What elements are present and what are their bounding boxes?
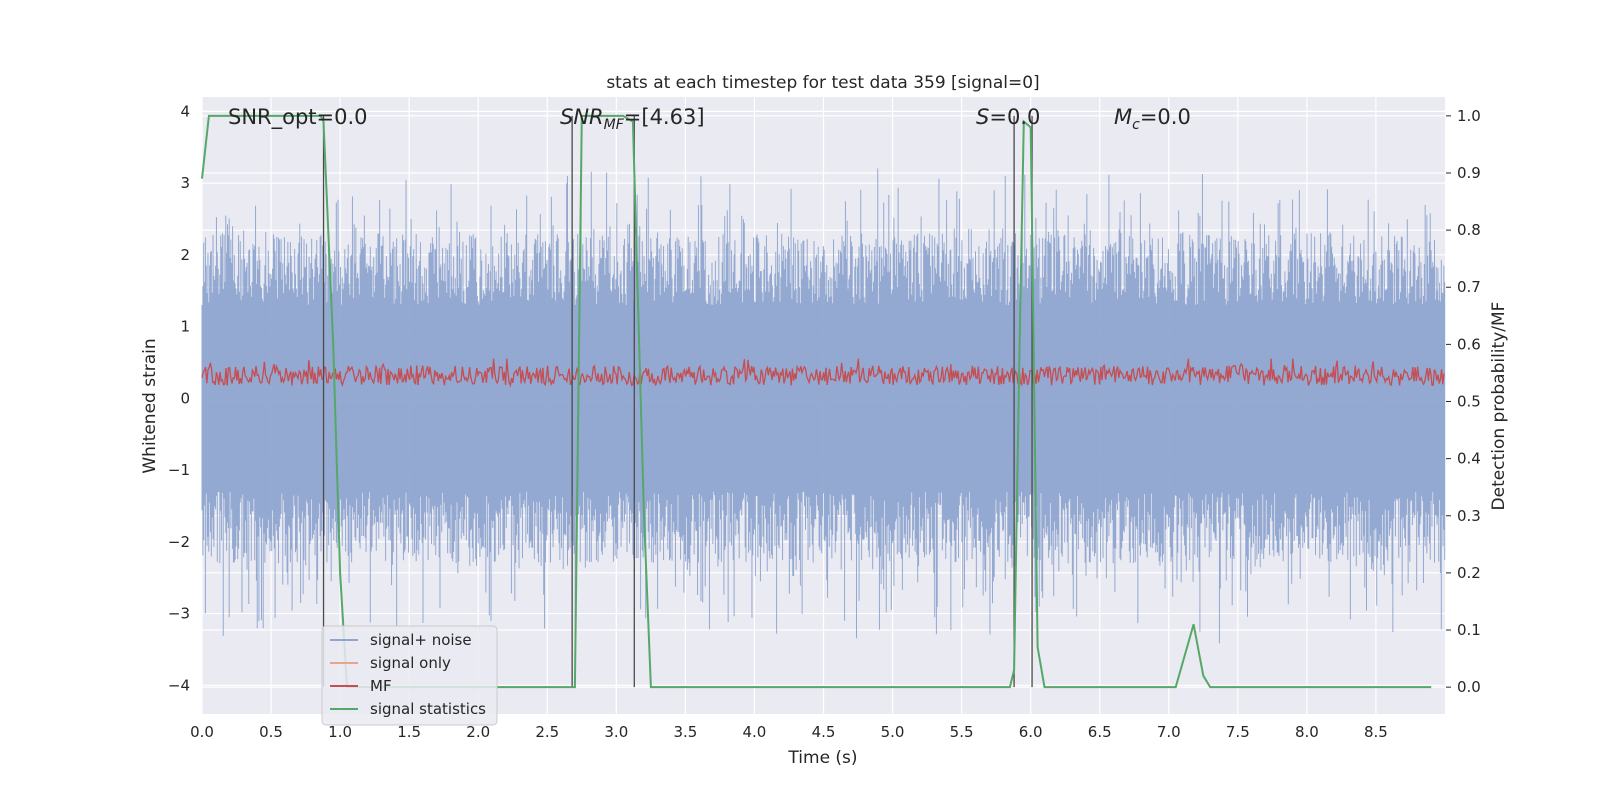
- signal-noise-trace: [201, 168, 1446, 644]
- x-tick-label-9: 4.5: [812, 723, 836, 741]
- series-signal-statistics: [201, 114, 1432, 689]
- y-right-tick-label-1: 0.1: [1457, 621, 1481, 639]
- annotation-mc-main: M: [1114, 105, 1132, 129]
- annotation-snr-mf-value: =[4.63]: [624, 105, 705, 129]
- x-tick-label-7: 3.5: [673, 723, 697, 741]
- y-right-tick-label-8: 0.8: [1457, 221, 1481, 239]
- y-right-tick-label-7: 0.7: [1457, 278, 1481, 296]
- y-right-tick-label-10: 1.0: [1457, 107, 1481, 125]
- y-left-tick-label-6: 2: [180, 246, 190, 264]
- y-right-tick-label-0: 0.0: [1457, 678, 1481, 696]
- series-mf: [201, 358, 1445, 388]
- annotation-snr-opt: SNR_opt=0.0: [228, 105, 368, 130]
- annotation-mc: Mc=0.0: [1114, 105, 1191, 133]
- y-right-tick-label-6: 0.6: [1457, 335, 1481, 353]
- x-tick-label-17: 8.5: [1364, 723, 1388, 741]
- y-left-tick-label-0: −4: [168, 676, 190, 694]
- y-left-tick-label-1: −3: [168, 605, 190, 623]
- y-left-tick-label-2: −2: [168, 533, 190, 551]
- annotation-snr-mf-sub: MF: [604, 117, 625, 133]
- chart-title: stats at each timestep for test data 359…: [606, 73, 1039, 93]
- legend-label-signal-noise: signal+ noise: [370, 631, 472, 649]
- x-tick-label-5: 2.5: [535, 723, 559, 741]
- annotation-snr-mf: SNRMF=[4.63]: [560, 105, 705, 133]
- mf-trace: [201, 358, 1445, 388]
- y-axis-label-left: Whitened strain: [140, 338, 160, 473]
- x-tick-label-11: 5.5: [950, 723, 974, 741]
- x-tick-label-14: 7.0: [1157, 723, 1181, 741]
- legend: signal+ noise signal only MF signal stat…: [321, 625, 498, 726]
- x-tick-label-4: 2.0: [466, 723, 490, 741]
- y-axis-label-right: Detection probability/MF: [1489, 302, 1509, 511]
- y-right-tick-label-5: 0.5: [1457, 393, 1481, 411]
- legend-frame: [321, 625, 498, 726]
- y-left-tick-labels: −4 −3 −2 −1 0 1 2 3 4: [168, 102, 190, 694]
- x-tick-label-16: 8.0: [1295, 723, 1319, 741]
- x-tick-label-12: 6.0: [1019, 723, 1043, 741]
- y-right-tick-label-3: 0.3: [1457, 507, 1481, 525]
- y-right-tick-label-2: 0.2: [1457, 564, 1481, 582]
- annotation-s: S=0.0: [976, 105, 1040, 129]
- y-left-tick-label-7: 3: [180, 174, 190, 192]
- legend-label-signal-statistics: signal statistics: [370, 700, 486, 718]
- x-tick-label-15: 7.5: [1226, 723, 1250, 741]
- x-tick-label-2: 1.0: [328, 723, 352, 741]
- x-tick-labels: 0.0 0.5 1.0 1.5 2.0 2.5 3.0 3.5 4.0 4.5 5.0 5.5 6.0 6…: [190, 723, 1388, 741]
- annotation-snr-mf-main: SNR: [560, 105, 604, 129]
- annotation-s-value: =0.0: [989, 105, 1040, 129]
- y-left-tick-label-3: −1: [168, 461, 190, 479]
- legend-label-mf: MF: [370, 677, 392, 695]
- y-right-tick-label-4: 0.4: [1457, 450, 1481, 468]
- x-tick-label-8: 4.0: [743, 723, 767, 741]
- y-left-tick-label-8: 4: [180, 102, 190, 120]
- y-left-tick-label-4: 0: [180, 389, 190, 407]
- y-right-tick-label-9: 0.9: [1457, 164, 1481, 182]
- x-tick-label-10: 5.0: [881, 723, 905, 741]
- annotation-mc-value: =0.0: [1140, 105, 1191, 129]
- y-left-tick-label-5: 1: [180, 318, 190, 336]
- x-tick-label-3: 1.5: [397, 723, 421, 741]
- x-tick-label-0: 0.0: [190, 723, 214, 741]
- x-tick-label-1: 0.5: [259, 723, 283, 741]
- x-tick-label-13: 6.5: [1088, 723, 1112, 741]
- legend-label-signal-only: signal only: [370, 654, 451, 672]
- annotation-mc-sub: c: [1132, 117, 1140, 133]
- x-axis-label: Time (s): [787, 748, 857, 768]
- signal-statistics-line: [201, 114, 1432, 689]
- annotation-s-main: S: [976, 105, 989, 129]
- x-tick-label-6: 3.0: [604, 723, 628, 741]
- y-right-tick-labels: 0.0 0.1 0.2 0.3 0.4 0.5 0.6 0.7 0.8 0.9 1.0: [1446, 107, 1481, 696]
- series-signal-noise: [201, 168, 1446, 644]
